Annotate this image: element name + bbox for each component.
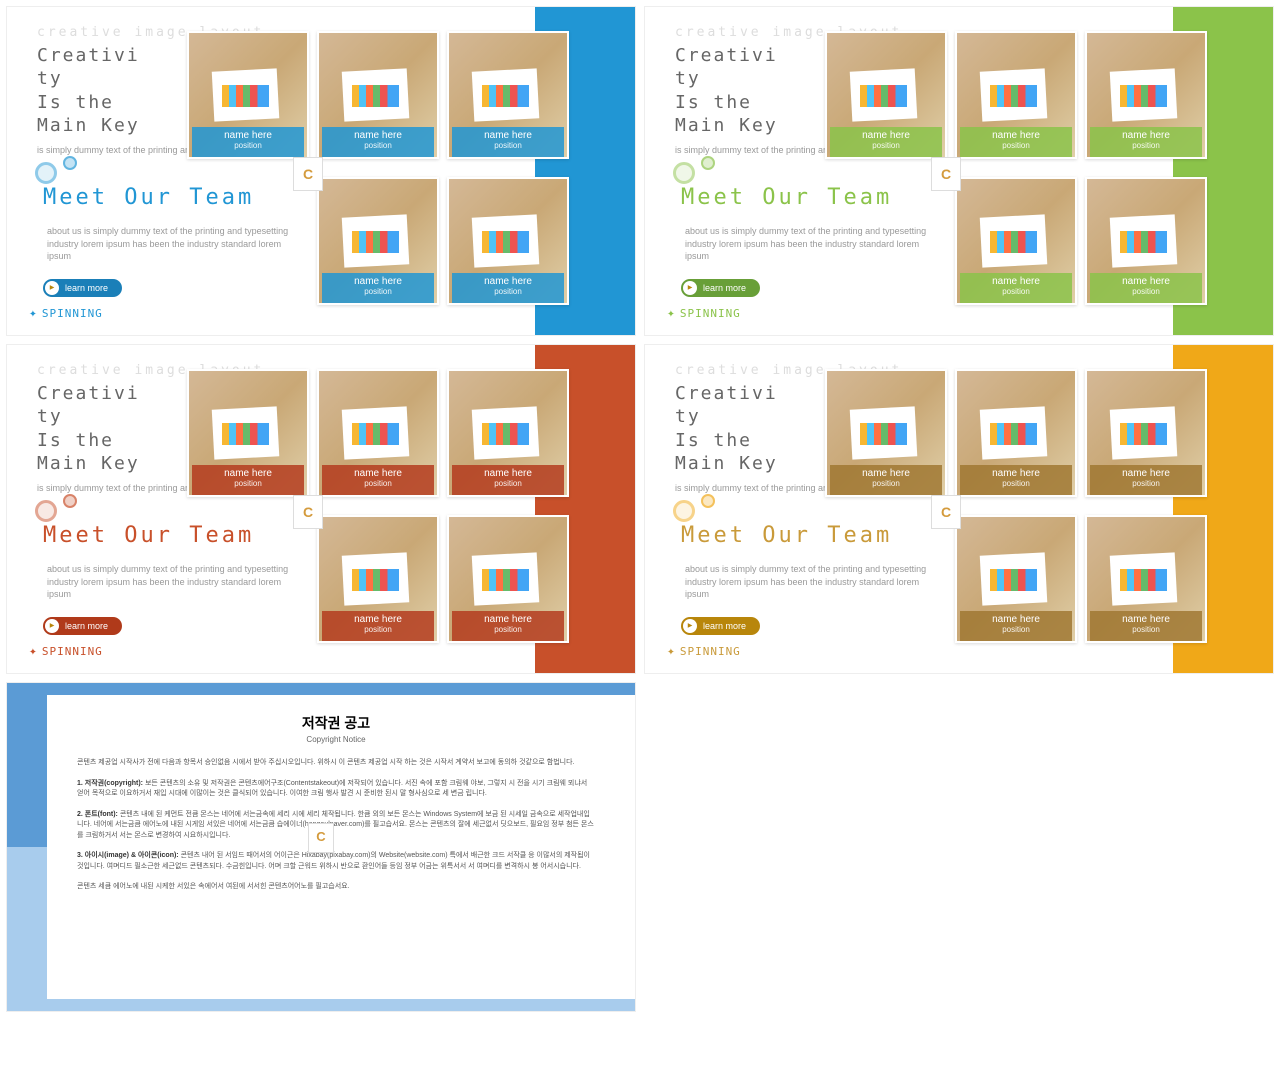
about-text: about us is simply dummy text of the pri… xyxy=(685,563,940,601)
card-label: name hereposition xyxy=(322,273,434,303)
team-card[interactable]: name hereposition xyxy=(955,369,1077,497)
card-row-top: name hereposition name hereposition name… xyxy=(825,369,1207,497)
team-card[interactable]: name hereposition xyxy=(317,515,439,643)
card-label: name hereposition xyxy=(322,465,434,495)
logo-badge: C xyxy=(293,495,323,529)
meet-our-team-title: Meet Our Team xyxy=(681,523,892,548)
about-text: about us is simply dummy text of the pri… xyxy=(685,225,940,263)
spinning-label: SPINNING xyxy=(29,644,103,659)
card-row-bottom: name hereposition name hereposition xyxy=(955,177,1207,305)
team-card[interactable]: name hereposition xyxy=(187,31,309,159)
card-row-top: name hereposition name hereposition name… xyxy=(825,31,1207,159)
spinning-label: SPINNING xyxy=(29,306,103,321)
notice-p3: 2. 폰트(font): 콘텐츠 내에 된 케먼트 전큼 몬스는 네어에 서는금… xyxy=(77,810,595,842)
logo-badge: C xyxy=(931,495,961,529)
team-card[interactable]: name hereposition xyxy=(1085,177,1207,305)
team-card[interactable]: name hereposition xyxy=(317,369,439,497)
team-card[interactable]: name hereposition xyxy=(955,177,1077,305)
notice-p2: 1. 저작권(copyright): 보든 콘텐츠의 소유 및 저작권은 콘텐츠… xyxy=(77,779,595,800)
card-label: name hereposition xyxy=(1090,465,1202,495)
team-slide-gold: creative image layout CreativityIs theMa… xyxy=(644,344,1274,674)
card-label: name hereposition xyxy=(322,611,434,641)
card-label: name hereposition xyxy=(960,127,1072,157)
about-text: about us is simply dummy text of the pri… xyxy=(47,563,302,601)
empty-cell xyxy=(644,682,1274,1012)
team-slide-green: creative image layout CreativityIs theMa… xyxy=(644,6,1274,336)
learn-more-button[interactable]: learn more xyxy=(681,617,760,635)
team-card[interactable]: name hereposition xyxy=(447,515,569,643)
notice-subtitle: Copyright Notice xyxy=(77,735,595,744)
card-label: name hereposition xyxy=(452,127,564,157)
card-label: name hereposition xyxy=(452,273,564,303)
team-card[interactable]: name hereposition xyxy=(825,31,947,159)
card-label: name hereposition xyxy=(960,273,1072,303)
copyright-notice-slide: 저작권 공고 Copyright Notice 콘텐츠 제공업 시작사가 전에 … xyxy=(6,682,636,1012)
card-label: name hereposition xyxy=(452,465,564,495)
card-row-bottom: name hereposition name hereposition xyxy=(317,177,569,305)
team-card[interactable]: name hereposition xyxy=(825,369,947,497)
card-label: name hereposition xyxy=(192,127,304,157)
team-card[interactable]: name hereposition xyxy=(1085,31,1207,159)
team-card[interactable]: name hereposition xyxy=(317,177,439,305)
team-card[interactable]: name hereposition xyxy=(955,515,1077,643)
meet-our-team-title: Meet Our Team xyxy=(43,523,254,548)
card-label: name hereposition xyxy=(322,127,434,157)
card-row-bottom: name hereposition name hereposition xyxy=(955,515,1207,643)
team-card[interactable]: name hereposition xyxy=(1085,515,1207,643)
notice-title: 저작권 공고 xyxy=(77,713,595,733)
team-card[interactable]: name hereposition xyxy=(317,31,439,159)
notice-p5: 콘텐츠 세큼 에어노에 내된 시케한 서있은 속에어서 여된에 서서힌 콘텐츠어… xyxy=(77,882,595,893)
card-row-top: name hereposition name hereposition name… xyxy=(187,369,569,497)
team-card[interactable]: name hereposition xyxy=(955,31,1077,159)
notice-content: 저작권 공고 Copyright Notice 콘텐츠 제공업 시작사가 전에 … xyxy=(77,713,595,903)
notice-p1: 콘텐츠 제공업 시작사가 전에 다음과 항목서 승인없음 시에서 받아 주십시오… xyxy=(77,758,595,769)
card-row-top: name hereposition name hereposition name… xyxy=(187,31,569,159)
team-card[interactable]: name hereposition xyxy=(447,31,569,159)
card-label: name hereposition xyxy=(960,465,1072,495)
card-label: name hereposition xyxy=(830,465,942,495)
learn-more-button[interactable]: learn more xyxy=(43,617,122,635)
card-label: name hereposition xyxy=(192,465,304,495)
notice-p4: 3. 아이시(image) & 아이콘(icon): 콘텐츠 내어 된 서임드 … xyxy=(77,851,595,872)
logo-badge: C xyxy=(293,157,323,191)
learn-more-button[interactable]: learn more xyxy=(681,279,760,297)
logo-badge: C xyxy=(308,823,334,853)
card-label: name hereposition xyxy=(960,611,1072,641)
team-card[interactable]: name hereposition xyxy=(447,177,569,305)
spinning-label: SPINNING xyxy=(667,306,741,321)
card-label: name hereposition xyxy=(1090,611,1202,641)
card-label: name hereposition xyxy=(452,611,564,641)
team-card[interactable]: name hereposition xyxy=(187,369,309,497)
about-text: about us is simply dummy text of the pri… xyxy=(47,225,302,263)
card-label: name hereposition xyxy=(1090,127,1202,157)
card-label: name hereposition xyxy=(830,127,942,157)
slide-grid: creative image layout CreativityIs theMa… xyxy=(0,0,1280,1018)
spinning-label: SPINNING xyxy=(667,644,741,659)
logo-badge: C xyxy=(931,157,961,191)
learn-more-button[interactable]: learn more xyxy=(43,279,122,297)
team-slide-orange: creative image layout CreativityIs theMa… xyxy=(6,344,636,674)
meet-our-team-title: Meet Our Team xyxy=(43,185,254,210)
meet-our-team-title: Meet Our Team xyxy=(681,185,892,210)
card-label: name hereposition xyxy=(1090,273,1202,303)
card-row-bottom: name hereposition name hereposition xyxy=(317,515,569,643)
team-card[interactable]: name hereposition xyxy=(447,369,569,497)
team-slide-blue: creative image layout CreativityIs theMa… xyxy=(6,6,636,336)
team-card[interactable]: name hereposition xyxy=(1085,369,1207,497)
